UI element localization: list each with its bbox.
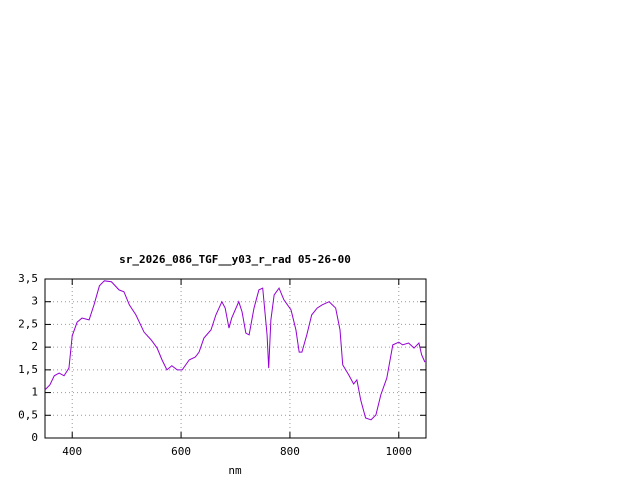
y-tick-label: 3: [31, 295, 38, 308]
y-tick-label: 2,5: [18, 317, 38, 330]
plot-border: [44, 278, 427, 439]
y-tick-label: 0,5: [18, 408, 38, 421]
y-tick-label: 0: [31, 431, 38, 444]
x-tick-label: 400: [62, 445, 82, 458]
y-tick-label: 1,5: [18, 363, 38, 376]
data-line: [44, 280, 426, 421]
x-axis-label: nm: [228, 464, 242, 477]
x-tick-label: 800: [280, 445, 300, 458]
x-tick-label: 1000: [386, 445, 413, 458]
x-tick-label: 600: [171, 445, 191, 458]
y-tick-label: 1: [31, 386, 38, 399]
chart-title: sr_2026_086_TGF__y03_r_rad 05-26-00: [119, 253, 351, 266]
y-tick-label: 2: [31, 340, 38, 353]
y-tick-label: 3,5: [18, 272, 38, 285]
